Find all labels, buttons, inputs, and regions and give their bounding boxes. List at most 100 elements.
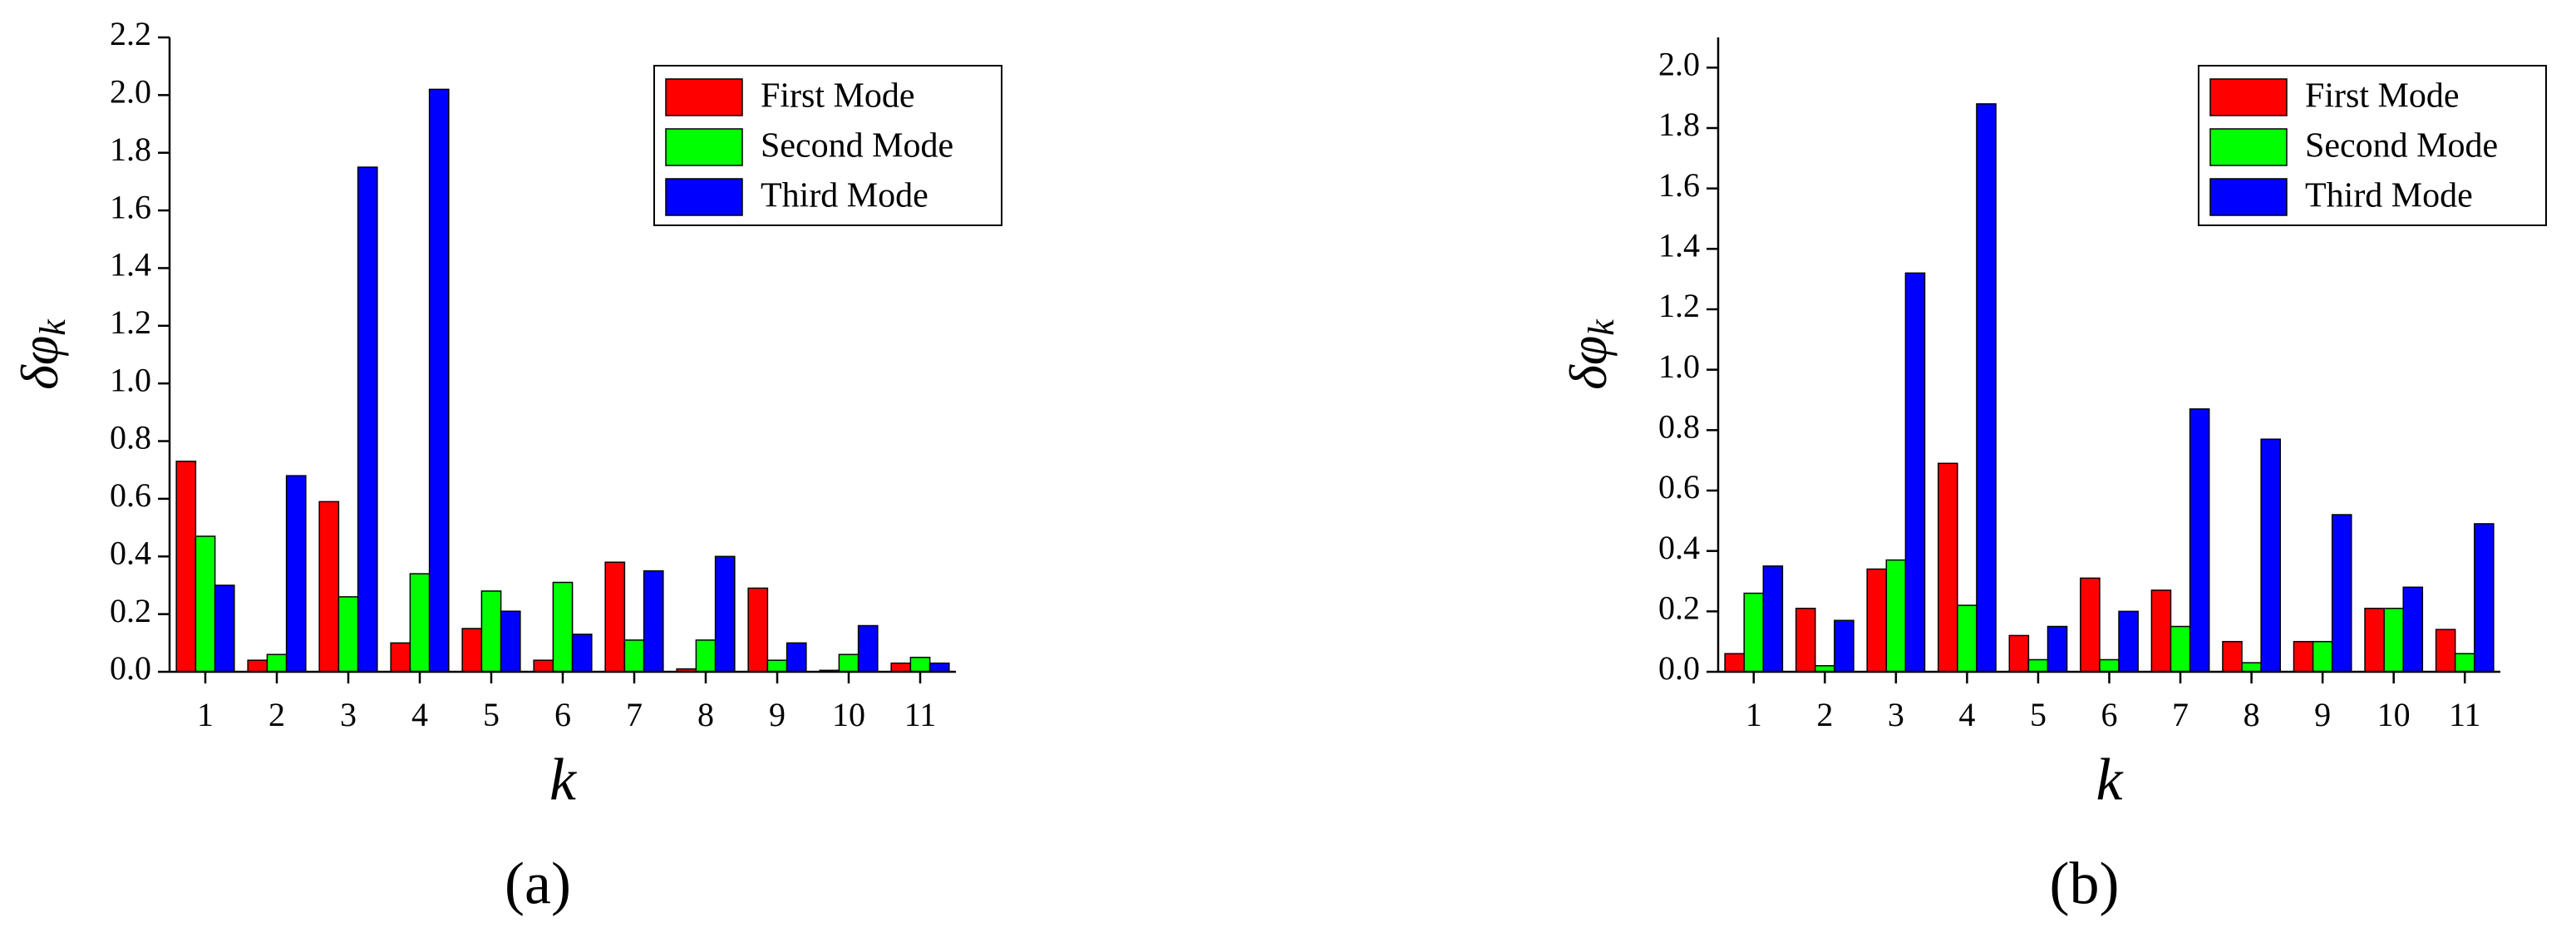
y-axis-label: δφk <box>1559 318 1622 390</box>
bar <box>623 639 645 673</box>
bar <box>214 584 235 673</box>
bar <box>2312 640 2333 673</box>
bar <box>786 642 807 673</box>
bar <box>2170 625 2191 673</box>
y-tick-label: 2.0 <box>110 73 151 111</box>
y-tick-label: 1.8 <box>1658 106 1700 143</box>
bar <box>552 581 574 673</box>
x-tick-label: 8 <box>697 696 714 733</box>
panel-label: (b) <box>2050 851 2120 917</box>
legend-swatch <box>2209 178 2288 216</box>
x-tick-label: 6 <box>2101 696 2118 733</box>
y-axis-label: δφk <box>10 318 73 390</box>
bar <box>247 659 268 673</box>
legend-label: Second Mode <box>761 127 953 165</box>
bar <box>643 570 664 673</box>
bar <box>838 654 859 673</box>
y-tick-label: 0.0 <box>1658 649 1700 687</box>
bar <box>2293 640 2314 673</box>
y-tick-label: 0.4 <box>110 534 151 571</box>
bar <box>2402 586 2424 673</box>
bar <box>2241 662 2262 673</box>
bar <box>1938 462 1958 673</box>
y-tick-label: 0.0 <box>110 649 151 687</box>
x-tick-label: 8 <box>2244 696 2260 733</box>
y-tick-label: 0.8 <box>110 419 151 456</box>
bar <box>747 587 769 673</box>
y-tick-label: 0.2 <box>110 592 151 629</box>
bar <box>890 662 912 673</box>
x-tick-label: 2 <box>1816 696 1833 733</box>
bar <box>428 88 450 673</box>
bar <box>409 573 431 673</box>
y-tick-label: 1.6 <box>110 188 151 225</box>
bar <box>2260 438 2281 673</box>
bar <box>2118 610 2139 673</box>
bar <box>533 659 554 673</box>
y-tick-label: 1.6 <box>1658 166 1700 204</box>
bar <box>571 634 593 673</box>
bar <box>2047 625 2068 673</box>
x-axis-label: k <box>2096 747 2125 813</box>
bar <box>175 461 197 673</box>
legend-label: Third Mode <box>761 177 928 215</box>
panel-label: (a) <box>505 851 571 917</box>
bar <box>2080 577 2101 673</box>
bar <box>2331 514 2352 673</box>
bar <box>2383 607 2404 673</box>
y-axis-label-sub: k <box>32 318 73 336</box>
x-tick-label: 5 <box>483 696 500 733</box>
y-tick-label: 0.8 <box>1658 408 1700 446</box>
y-tick-label: 2.0 <box>1658 46 1700 83</box>
chart-panel: 0.0 0.2 0.4 0.6 0.8 1.0 1.2 1.4 1.6 1.8 2.0 2.2 1 2 3 4… <box>10 15 1002 917</box>
y-tick-label: 1.4 <box>1658 227 1700 264</box>
bar <box>2222 640 2243 673</box>
bar <box>461 628 483 673</box>
y-tick-label: 0.2 <box>1658 589 1700 627</box>
x-tick-label: 10 <box>2377 696 2411 733</box>
bar <box>1885 559 1907 673</box>
bar <box>1795 607 1816 673</box>
bar <box>857 624 879 673</box>
y-tick-label: 0.6 <box>110 476 151 514</box>
legend-swatch <box>665 178 743 216</box>
x-tick-label: 9 <box>769 696 786 733</box>
bar <box>266 654 288 673</box>
bar <box>1762 565 1784 673</box>
bar <box>195 535 216 673</box>
y-tick-label: 0.4 <box>1658 529 1700 566</box>
bar <box>285 475 307 673</box>
bar <box>390 642 411 673</box>
bar <box>695 639 717 673</box>
legend-label: Second Mode <box>2305 127 2498 165</box>
legend-label: First Mode <box>2305 77 2460 116</box>
y-tick-label: 1.2 <box>1658 287 1700 324</box>
bar <box>1834 619 1854 673</box>
bar <box>1866 568 1888 673</box>
bar <box>2099 658 2120 673</box>
legend-swatch <box>665 128 743 166</box>
y-axis-label-main: δφ <box>1559 336 1618 390</box>
x-tick-label: 11 <box>2449 696 2481 733</box>
bar <box>2008 634 2030 673</box>
x-tick-label: 10 <box>832 696 865 733</box>
bar <box>714 555 736 673</box>
bar <box>480 590 502 673</box>
x-tick-label: 5 <box>2030 696 2047 733</box>
y-tick-label: 0.6 <box>1658 468 1700 506</box>
y-tick-label: 1.8 <box>110 131 151 168</box>
y-axis-label-sub: k <box>1581 318 1622 336</box>
bar <box>500 610 521 673</box>
bar <box>2435 629 2456 673</box>
legend-label: First Mode <box>761 77 915 116</box>
legend-swatch <box>665 78 743 116</box>
bar <box>2364 607 2385 673</box>
bar <box>766 659 788 673</box>
bar <box>928 662 950 673</box>
x-tick-label: 1 <box>1746 696 1762 733</box>
y-tick-label: 1.0 <box>1658 348 1700 385</box>
x-tick-label: 3 <box>1888 696 1904 733</box>
bar <box>1976 103 1997 673</box>
y-tick-label: 1.4 <box>110 246 151 284</box>
